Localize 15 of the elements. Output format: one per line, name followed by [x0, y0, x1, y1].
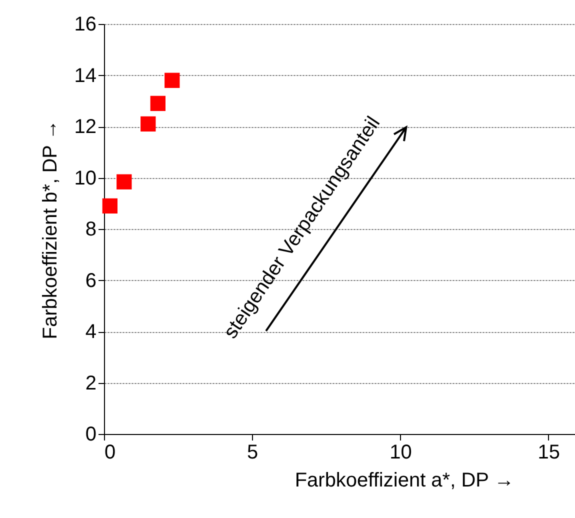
y-tick-label: 2	[85, 372, 96, 394]
x-axis-title: Farbkoeffizient a*, DP →	[294, 470, 514, 492]
y-tick-label: 0	[85, 424, 96, 446]
y-tick-label: 6	[85, 270, 96, 292]
x-tick-label: 15	[538, 442, 560, 464]
y-tick-label: 12	[74, 116, 96, 138]
y-tick-label: 4	[85, 321, 96, 343]
y-tick-label: 10	[74, 167, 96, 190]
x-tick-label: 10	[390, 442, 412, 464]
x-tick-label: 5	[247, 442, 258, 464]
y-tick-label: 16	[74, 14, 96, 36]
x-tick-label: 0	[104, 442, 116, 464]
y-axis-title: Farbkoeffizient b*, DP →	[39, 120, 62, 340]
y-tick-label: 14	[74, 64, 96, 87]
y-tick-label: 8	[85, 218, 96, 240]
